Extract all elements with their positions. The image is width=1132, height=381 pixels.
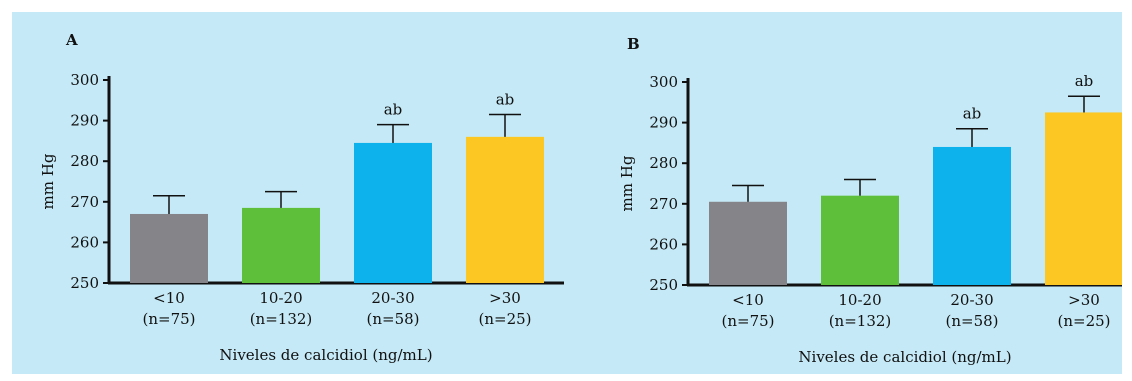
- category-n-label: (n=75): [142, 310, 195, 328]
- x-axis-title: Niveles de calcidiol (ng/mL): [219, 346, 432, 364]
- category-n-label: (n=25): [478, 310, 531, 328]
- figure-panel: A 250 260 270 280 290 300 mm Hg <10 (n=75) 10-20 (n…: [12, 12, 1122, 374]
- category-n-label: (n=58): [366, 310, 419, 328]
- category-label: 20-30: [371, 289, 414, 307]
- category-label: <10: [153, 289, 185, 307]
- bar-1: [709, 201, 787, 285]
- significance-label: ab: [496, 91, 515, 109]
- y-tick-label: 270: [649, 195, 678, 213]
- category-label: <10: [732, 291, 764, 309]
- bar-charts: A 250 260 270 280 290 300 mm Hg <10 (n=75) 10-20 (n…: [39, 31, 1122, 366]
- category-label: 10-20: [838, 291, 881, 309]
- y-tick-label: 250: [70, 274, 99, 292]
- y-axis-title: mm Hg: [39, 153, 57, 209]
- y-axis-title: mm Hg: [618, 155, 636, 211]
- y-tick-label: 290: [649, 114, 678, 132]
- y-tick-label: 290: [70, 112, 99, 130]
- category-label: >30: [489, 289, 521, 307]
- bar-2: [242, 207, 320, 283]
- y-tick-label: 260: [70, 233, 99, 251]
- bar-4: [466, 136, 544, 283]
- panel-letter: A: [65, 31, 78, 49]
- y-tick-label: 280: [70, 152, 99, 170]
- bar-3: [354, 142, 432, 283]
- category-n-label: (n=58): [945, 312, 998, 330]
- significance-label: ab: [963, 105, 982, 123]
- category-label: >30: [1068, 291, 1100, 309]
- bar-3: [933, 146, 1011, 285]
- significance-label: ab: [384, 101, 403, 119]
- category-n-label: (n=75): [721, 312, 774, 330]
- y-tick-label: 280: [649, 154, 678, 172]
- category-n-label: (n=132): [250, 310, 313, 328]
- bar-2: [821, 195, 899, 285]
- category-label: 10-20: [259, 289, 302, 307]
- y-tick-label: 300: [649, 73, 678, 91]
- panel-letter: B: [627, 35, 640, 53]
- x-axis-title: Niveles de calcidiol (ng/mL): [798, 348, 1011, 366]
- y-tick-label: 300: [70, 71, 99, 89]
- y-tick-label: 270: [70, 193, 99, 211]
- bar-4: [1045, 112, 1122, 285]
- significance-label: ab: [1075, 72, 1094, 90]
- bar-1: [130, 213, 208, 283]
- category-label: 20-30: [950, 291, 993, 309]
- y-tick-label: 250: [649, 276, 678, 294]
- category-n-label: (n=132): [829, 312, 892, 330]
- category-n-label: (n=25): [1057, 312, 1110, 330]
- y-tick-label: 260: [649, 235, 678, 253]
